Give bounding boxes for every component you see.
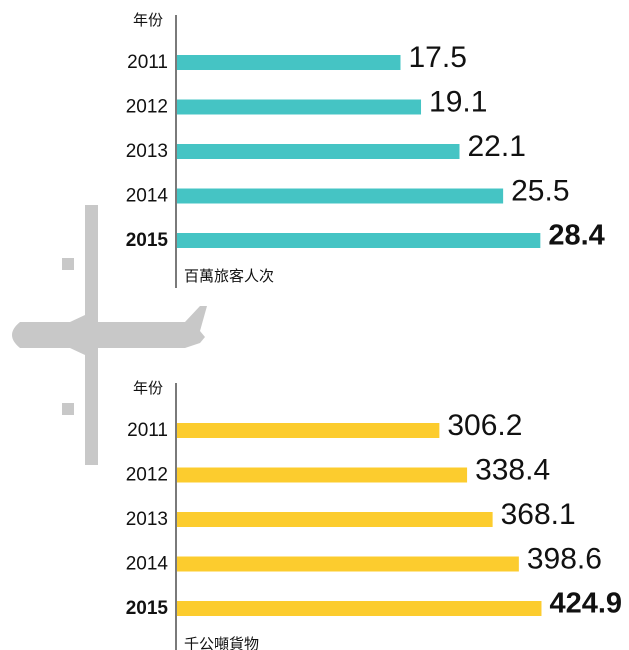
category-label: 2015 — [126, 230, 169, 251]
bar — [177, 99, 422, 115]
category-label: 2013 — [126, 141, 168, 162]
bar — [177, 512, 493, 527]
category-label: 2012 — [126, 465, 168, 486]
x-axis-title: 千公噸貨物 — [184, 636, 259, 650]
bar — [177, 233, 541, 248]
value-label: 306.2 — [447, 409, 522, 442]
bar — [177, 601, 542, 616]
bar — [177, 188, 504, 204]
value-label: 19.1 — [429, 85, 487, 118]
value-label: 17.5 — [409, 41, 467, 74]
value-label: 22.1 — [468, 130, 526, 163]
category-label: 2012 — [126, 97, 168, 118]
category-label: 2011 — [127, 420, 168, 441]
bar — [177, 144, 460, 159]
y-axis-title: 年份 — [133, 380, 163, 397]
bar — [177, 467, 468, 483]
value-label: 424.9 — [549, 588, 622, 620]
bar — [177, 423, 440, 438]
category-label: 2014 — [126, 554, 169, 575]
bar — [177, 556, 519, 572]
category-label: 2015 — [126, 598, 169, 619]
y-axis-title: 年份 — [133, 12, 163, 29]
category-label: 2013 — [126, 509, 168, 530]
x-axis-title: 百萬旅客人次 — [184, 268, 274, 285]
bar — [177, 55, 401, 70]
value-label: 25.5 — [511, 174, 569, 207]
value-label: 398.6 — [527, 542, 602, 575]
airplane-silhouette — [12, 205, 207, 465]
category-label: 2011 — [127, 52, 168, 73]
value-label: 338.4 — [475, 453, 550, 486]
value-label: 28.4 — [548, 220, 604, 252]
value-label: 368.1 — [501, 498, 576, 531]
category-label: 2014 — [126, 186, 169, 207]
